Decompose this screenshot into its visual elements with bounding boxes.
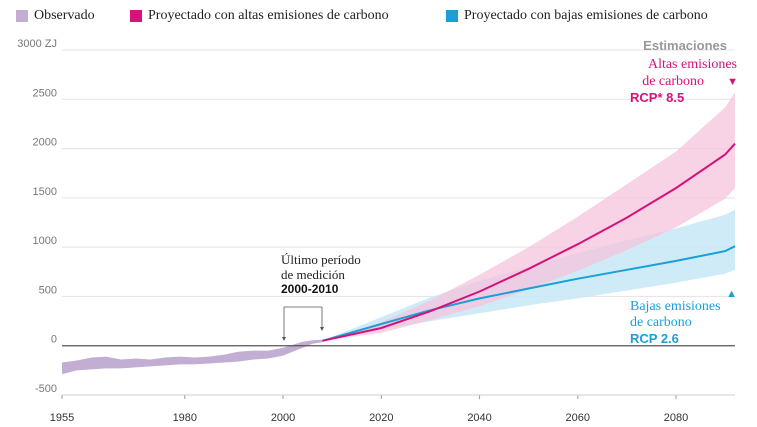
estimates-header: Estimaciones xyxy=(643,38,727,53)
y-tick-label: 3000 ZJ xyxy=(17,38,57,50)
y-tick-label: 1500 xyxy=(33,186,57,198)
legend-swatch-high xyxy=(130,10,142,22)
legend-item-low: Proyectado con bajas emisiones de carbon… xyxy=(446,8,708,24)
bracket-left-arrow xyxy=(282,337,286,341)
x-tick-label: 1980 xyxy=(173,412,197,424)
x-tick-label: 2040 xyxy=(467,412,491,424)
low-emissions-line xyxy=(322,245,736,342)
y-tick-label: -500 xyxy=(35,383,57,395)
y-tick-label: 2000 xyxy=(33,137,57,149)
y-tick-label: 1000 xyxy=(33,235,57,247)
legend-swatch-low xyxy=(446,10,458,22)
bracket-right-arrow xyxy=(320,327,324,331)
high-emissions-line2: de carbono xyxy=(642,74,704,89)
measurement-label-line2: de medición xyxy=(281,267,345,282)
x-tick-label: 2000 xyxy=(271,412,295,424)
low-emissions-line2: de carbono xyxy=(630,315,692,330)
y-tick-label: 2500 xyxy=(33,87,57,99)
measurement-label-line1: Último período xyxy=(281,252,361,267)
chart-legend: Observado Proyectado con altas emisiones… xyxy=(0,8,757,28)
line-layer xyxy=(322,142,736,342)
measurement-period-label: 2000-2010 xyxy=(281,282,339,296)
legend-swatch-observed xyxy=(16,10,28,22)
legend-item-high: Proyectado con altas emisiones de carbon… xyxy=(130,8,389,24)
legend-label-high: Proyectado con altas emisiones de carbon… xyxy=(148,8,389,23)
low-emissions-line1: Bajas emisiones xyxy=(630,299,721,314)
high-emissions-band xyxy=(322,92,735,341)
band-layer xyxy=(62,92,735,375)
y-tick-label: 500 xyxy=(39,284,57,296)
axis-layer: 3000 ZJ 2500 2000 1500 1000 500 0 -500 1955 1980 2… xyxy=(17,38,735,424)
x-tick-label: 1955 xyxy=(50,412,74,424)
low-up-marker: ▲ xyxy=(726,288,737,300)
x-tick-label: 2020 xyxy=(369,412,393,424)
y-tick-label: 0 xyxy=(51,334,57,346)
high-rcp-label: RCP* 8.5 xyxy=(630,90,684,105)
legend-label-observed: Observado xyxy=(34,8,95,23)
low-rcp-label: RCP 2.6 xyxy=(630,331,679,346)
high-emissions-line xyxy=(322,142,736,342)
legend-item-observed: Observado xyxy=(16,8,95,24)
high-emissions-line1: Altas emisiones xyxy=(648,57,737,72)
x-tick-label: 2080 xyxy=(664,412,688,424)
high-down-marker: ▼ xyxy=(727,76,738,88)
measurement-bracket xyxy=(282,306,324,341)
observed-band xyxy=(62,339,323,375)
x-tick-label: 2060 xyxy=(566,412,590,424)
legend-label-low: Proyectado con bajas emisiones de carbon… xyxy=(464,8,708,23)
